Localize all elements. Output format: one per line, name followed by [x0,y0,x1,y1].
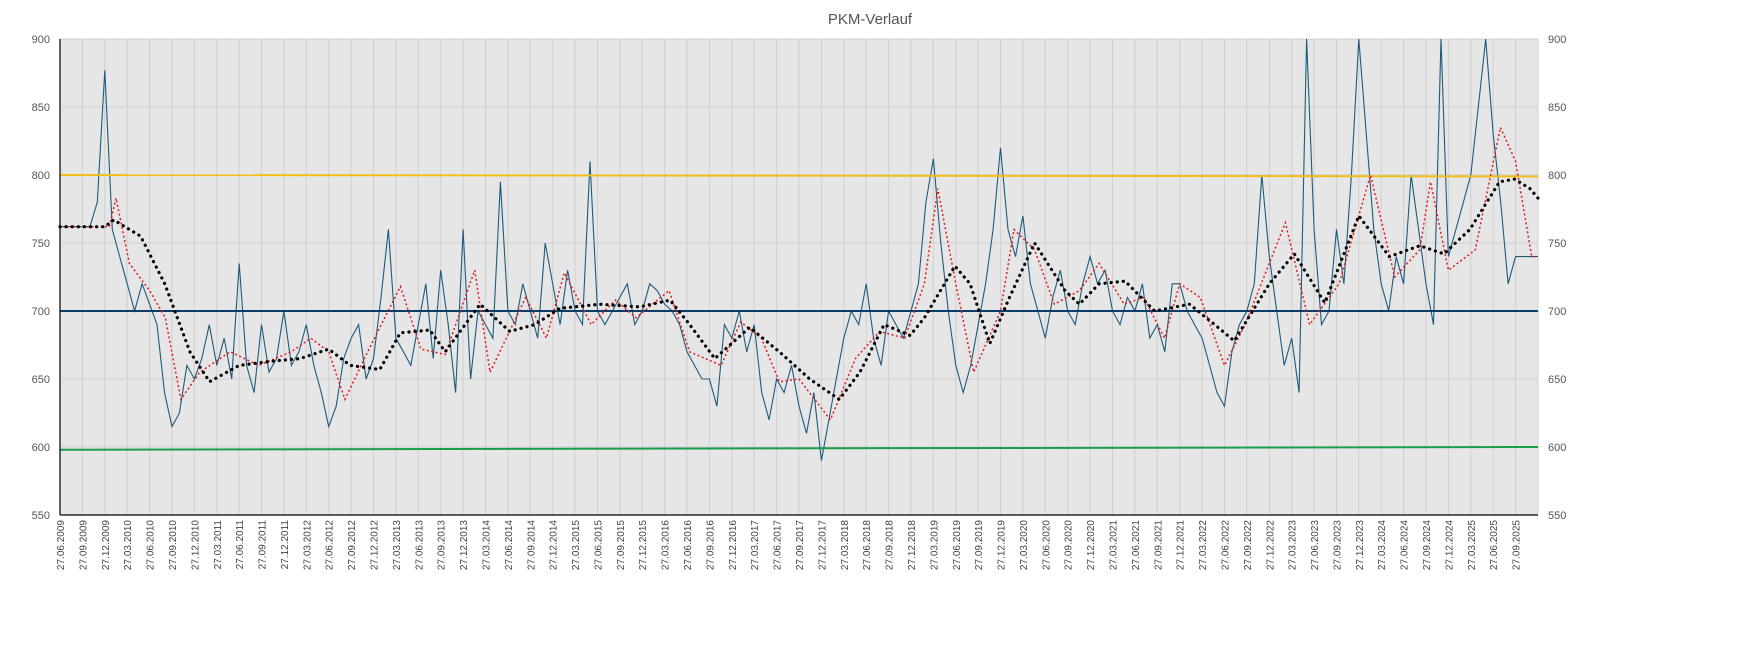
x-tick-label: 27.03.2020 [1019,520,1030,570]
right-y-tick-label: 900 [1548,34,1566,46]
x-tick-label: 27.12.2021 [1176,520,1187,570]
x-tick-label: 27.06.2024 [1400,520,1411,570]
x-tick-label: 27.09.2011 [258,520,269,570]
x-tick-label: 27.09.2022 [1243,520,1254,570]
x-tick-label: 27.12.2010 [190,520,201,570]
x-tick-label: 27.09.2017 [795,520,806,570]
x-tick-label: 27.03.2019 [929,520,940,570]
x-tick-label: 27.09.2025 [1512,520,1523,570]
x-tick-label: 27.12.2015 [638,520,649,570]
x-tick-label: 27.06.2018 [862,520,873,570]
series-upper-limit [59,174,1539,178]
x-tick-label: 27.03.2016 [661,520,672,570]
series-lower-limit [59,446,1539,451]
x-tick-label: 27.03.2011 [213,520,224,570]
x-tick-label: 27.12.2018 [907,520,918,570]
x-tick-label: 27.03.2023 [1288,520,1299,570]
x-tick-label: 27.09.2009 [78,520,89,570]
x-tick-label: 27.06.2017 [773,520,784,570]
right-y-tick-label: 750 [1548,238,1566,250]
x-tick-label: 27.12.2024 [1444,520,1455,570]
x-tick-label: 27.06.2010 [146,520,157,570]
x-tick-label: 27.06.2019 [952,520,963,570]
right-y-tick-label: 550 [1548,510,1566,522]
x-tick-label: 27.09.2015 [616,520,627,570]
x-tick-label: 27.06.2012 [325,520,336,570]
x-tick-label: 27.09.2024 [1422,520,1433,570]
x-tick-label: 27.12.2013 [459,520,470,570]
x-tick-label: 27.09.2021 [1153,520,1164,570]
x-tick-label: 27.06.2015 [593,520,604,570]
right-y-tick-label: 800 [1548,170,1566,182]
x-tick-label: 27.03.2014 [481,520,492,570]
right-y-tick-label: 850 [1548,102,1566,114]
x-tick-label: 27.03.2012 [302,520,313,570]
x-tick-label: 27.12.2022 [1265,520,1276,570]
x-tick-label: 27.09.2013 [437,520,448,570]
y-tick-label: 900 [32,34,50,46]
y-tick-label: 550 [32,510,50,522]
x-tick-label: 27.06.2009 [56,520,67,570]
x-tick-label: 27.03.2010 [123,520,134,570]
series-long-moving-average [58,177,1540,402]
y-tick-label: 750 [32,238,50,250]
x-tick-label: 27.09.2016 [705,520,716,570]
right-y-tick-label: 700 [1548,306,1566,318]
x-tick-label: 27.09.2012 [347,520,358,570]
x-tick-label: 27.12.2017 [817,520,828,570]
x-tick-label: 27.03.2018 [840,520,851,570]
x-tick-label: 27.12.2014 [549,520,560,570]
x-tick-label: 27.12.2016 [728,520,739,570]
x-tick-label: 27.06.2016 [683,520,694,570]
y-tick-label: 600 [32,442,50,454]
x-tick-label: 27.03.2017 [750,520,761,570]
y-tick-label: 850 [32,102,50,114]
x-tick-label: 27.12.2009 [101,520,112,570]
right-y-tick-label: 600 [1548,442,1566,454]
x-tick-label: 27.03.2013 [392,520,403,570]
series-group [58,38,1540,461]
y-tick-label: 700 [32,306,50,318]
x-tick-label: 27.06.2022 [1220,520,1231,570]
x-tick-label: 27.12.2023 [1355,520,1366,570]
x-tick-label: 27.06.2013 [414,520,425,570]
x-tick-label: 27.12.2011 [280,520,291,570]
y-tick-label: 650 [32,374,50,386]
x-tick-label: 27.09.2010 [168,520,179,570]
x-tick-label: 27.12.2020 [1086,520,1097,570]
x-tick-label: 27.03.2021 [1109,520,1120,570]
x-tick-label: 27.03.2025 [1467,520,1478,570]
x-tick-label: 27.03.2015 [571,520,582,570]
axis-labels: 550 600 650 700 750 800 850 900 550 600 650 700 750 8… [32,34,1567,570]
x-tick-label: 27.09.2019 [974,520,985,570]
x-tick-label: 27.06.2023 [1310,520,1321,570]
x-tick-label: 27.09.2023 [1332,520,1343,570]
x-tick-label: 27.06.2011 [235,520,246,570]
x-tick-label: 27.09.2014 [526,520,537,570]
x-tick-label: 27.12.2019 [997,520,1008,570]
x-tick-label: 27.06.2014 [504,520,515,570]
x-tick-label: 27.03.2024 [1377,520,1388,570]
y-tick-label: 800 [32,170,50,182]
x-tick-label: 27.09.2020 [1064,520,1075,570]
x-tick-label: 27.03.2022 [1198,520,1209,570]
x-tick-label: 27.09.2018 [885,520,896,570]
x-tick-label: 27.06.2020 [1041,520,1052,570]
chart-title: PKM-Verlauf [828,11,913,28]
series-pkm [60,38,1538,461]
right-y-tick-label: 650 [1548,374,1566,386]
x-tick-label: 27.06.2025 [1489,520,1500,570]
x-tick-label: 27.06.2021 [1131,520,1142,570]
x-tick-label: 27.12.2012 [370,520,381,570]
